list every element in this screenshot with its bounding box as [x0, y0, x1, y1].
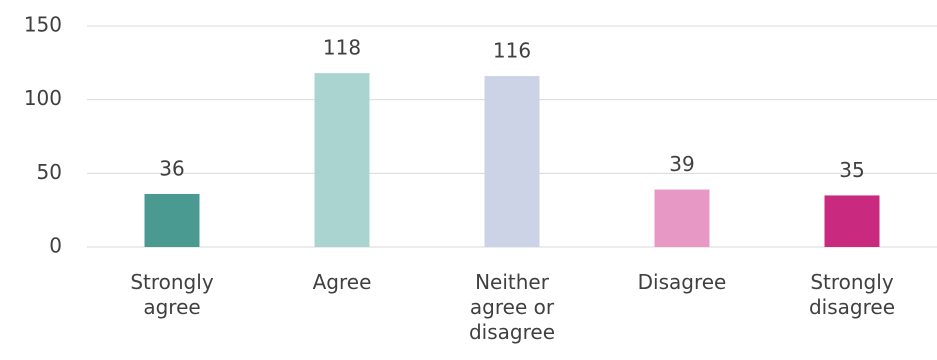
y-tick-label: 100: [24, 86, 62, 110]
data-label: 118: [323, 36, 361, 60]
data-label: 39: [669, 152, 694, 176]
y-tick-label: 150: [24, 13, 62, 37]
bar: [654, 189, 710, 247]
bar: [314, 73, 370, 247]
bar: [484, 76, 540, 248]
x-tick-label: Agree: [312, 270, 372, 294]
x-tick-label: Strongly disagree: [808, 270, 895, 319]
data-label: 36: [159, 156, 184, 180]
x-tick-label: Disagree: [637, 270, 727, 294]
data-label: 35: [839, 158, 864, 182]
x-tick-label: Strongly agree: [130, 270, 214, 319]
bar: [144, 193, 200, 247]
bar: [824, 195, 880, 247]
y-tick-label: 0: [49, 234, 62, 258]
data-label: 116: [493, 39, 531, 63]
y-tick-label: 50: [37, 160, 62, 184]
x-tick-label: Neither agree or disagree: [468, 270, 555, 344]
